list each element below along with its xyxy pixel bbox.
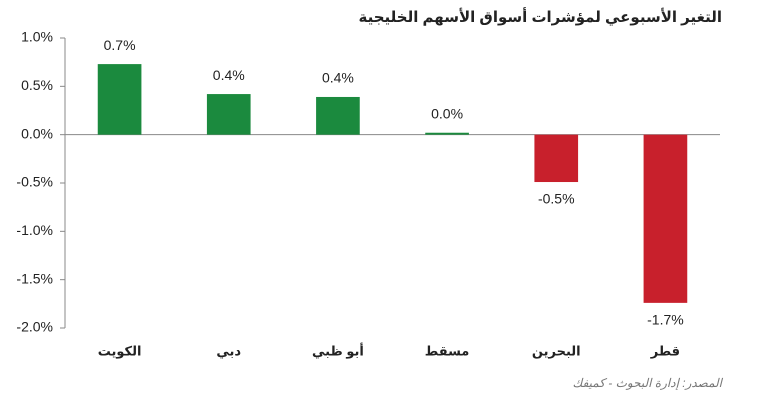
value-label: -1.7%: [647, 312, 684, 328]
bar: [206, 94, 251, 135]
bar: [97, 64, 142, 135]
bar: [316, 96, 360, 135]
y-tick-label: 0.5%: [21, 77, 53, 93]
value-label: 0.4%: [213, 67, 245, 83]
value-label: 0.7%: [104, 37, 136, 53]
bar: [425, 132, 469, 135]
bar: [534, 134, 579, 183]
y-tick-label: -1.0%: [16, 222, 53, 238]
source-note: المصدر: إدارة البحوث - كميفك: [573, 376, 724, 390]
x-tick-label: قطر: [650, 343, 680, 358]
x-tick-label: مسقط: [425, 343, 470, 358]
chart-title: التغير الأسبوعي لمؤشرات أسواق الأسهم الخ…: [359, 7, 723, 26]
value-label: 0.0%: [431, 105, 463, 121]
y-tick-label: -2.0%: [16, 319, 53, 335]
y-tick-label: 0.0%: [21, 125, 53, 141]
y-tick-label: -0.5%: [16, 174, 53, 190]
y-tick-label: -1.5%: [16, 270, 53, 286]
value-label: 0.4%: [322, 70, 354, 86]
value-label: -0.5%: [538, 191, 575, 207]
y-tick-label: 1.0%: [21, 29, 53, 45]
x-tick-label: أبو ظبي: [312, 342, 364, 358]
x-tick-label: الكويت: [98, 343, 142, 358]
x-tick-label: البحرين: [532, 343, 581, 358]
x-tick-label: دبي: [216, 343, 241, 358]
bar: [643, 134, 688, 303]
